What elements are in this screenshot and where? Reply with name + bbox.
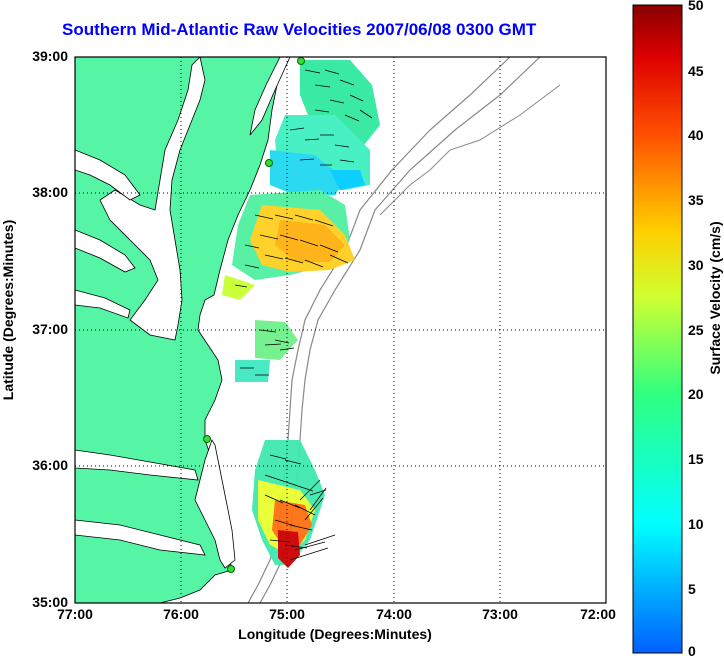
station-marker [227, 565, 235, 573]
colorbar-tick: 20 [688, 386, 704, 402]
y-tick-label: 37:00 [32, 321, 68, 337]
x-tick-label: 73:00 [482, 606, 518, 622]
y-tick-label: 39:00 [32, 48, 68, 64]
x-tick-label: 77:00 [57, 606, 93, 622]
pamlico-sound [194, 439, 236, 569]
velocity-field [222, 60, 380, 568]
colorbar-tick: 30 [688, 257, 704, 273]
velocity-vectors [234, 69, 373, 561]
colorbar-tick: 25 [688, 322, 704, 338]
colorbar-tick: 15 [688, 451, 704, 467]
radar-stations [203, 57, 305, 573]
y-tick-label: 35:00 [32, 594, 68, 610]
grid [75, 57, 606, 603]
x-tick-label: 76:00 [163, 606, 199, 622]
station-marker [203, 435, 211, 443]
y-tick-label: 36:00 [32, 457, 68, 473]
station-marker [265, 159, 273, 167]
colorbar-tick: 40 [688, 127, 704, 143]
chesapeake-bay [99, 57, 206, 341]
x-tick-label: 75:00 [269, 606, 305, 622]
colorbar-tick: 10 [688, 516, 704, 532]
station-marker [297, 57, 305, 65]
colorbar-tick: 5 [688, 581, 696, 597]
colorbar-label: Surface Velocity (cm/s) [707, 221, 723, 375]
colorbar-tick: 35 [688, 192, 704, 208]
colorbar [632, 4, 683, 654]
colorbar-tick: 50 [688, 0, 704, 13]
x-axis-label: Longitude (Degrees:Minutes) [238, 626, 432, 642]
x-tick-label: 72:00 [580, 606, 616, 622]
x-tick-label: 74:00 [376, 606, 412, 622]
y-tick-label: 38:00 [32, 184, 68, 200]
map-title: Southern Mid-Atlantic Raw Velocities 200… [62, 20, 537, 39]
colorbar-tick: 45 [688, 63, 704, 79]
colorbar-tick: 0 [688, 643, 696, 659]
y-axis-label: Latitude (Degrees:Minutes) [0, 219, 16, 401]
